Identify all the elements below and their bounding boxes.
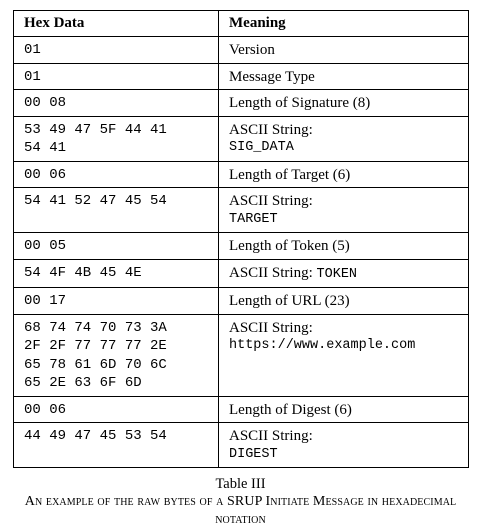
hex-bytes-line: 54 41 — [24, 140, 67, 156]
table-body: 01 Version 01 Message Type 00 08 Length of Si… — [13, 36, 469, 468]
hex-data-cell: 00 17 — [13, 287, 219, 315]
hex-bytes-line: 2F 2F 77 77 77 2E — [24, 338, 167, 354]
table-row: 53 49 47 5F 44 41 54 41 ASCII String: SIG_D… — [13, 115, 469, 162]
hex-bytes-line: 01 — [24, 42, 41, 58]
header-hex-data: Hex Data — [13, 10, 219, 37]
meaning-text: Length of Target (6) — [229, 166, 351, 183]
meaning-cell: ASCII String: https://www.example.com — [218, 313, 469, 397]
hex-data-cell: 44 49 47 45 53 54 — [13, 422, 219, 468]
hex-data-cell: 01 — [13, 62, 219, 90]
hex-bytes-line: 65 78 61 6D 70 6C — [24, 356, 167, 373]
table-row: 01 Version — [13, 36, 469, 64]
hex-bytes-line: 44 49 47 45 53 54 — [24, 428, 167, 444]
meaning-cell: Length of Token (5) — [218, 232, 469, 260]
meaning-text: ASCII String: — [229, 264, 313, 281]
header-meaning: Meaning — [218, 10, 469, 37]
table-row: 44 49 47 45 53 54 ASCII String: DIGEST — [13, 422, 469, 468]
hex-data-table: Hex Data Meaning 01 Version 01 Message Type… — [13, 10, 469, 468]
table-row: 68 74 74 70 73 3A 2F 2F 77 77 77 2E 65 78 … — [13, 313, 469, 397]
table-row: 00 05 Length of Token (5) — [13, 232, 469, 260]
hex-bytes-line: 54 41 52 47 45 54 — [24, 193, 167, 209]
hex-data-cell: 00 08 — [13, 89, 219, 117]
hex-data-cell: 53 49 47 5F 44 41 54 41 — [13, 115, 219, 162]
meaning-text: Length of Token (5) — [229, 238, 350, 254]
hex-data-cell: 00 06 — [13, 160, 219, 188]
meaning-text: ASCII String: — [229, 121, 313, 138]
hex-bytes-line: 00 06 — [24, 166, 67, 183]
ascii-value: SIG_DATA — [229, 140, 294, 155]
meaning-cell: Length of URL (23) — [218, 287, 469, 315]
hex-data-cell: 54 41 52 47 45 54 — [13, 187, 219, 233]
meaning-cell: Message Type — [218, 62, 469, 90]
hex-data-cell: 00 05 — [13, 232, 219, 260]
meaning-cell: Version — [218, 36, 469, 64]
table-row: 01 Message Type — [13, 62, 469, 90]
meaning-cell: Length of Digest (6) — [218, 395, 469, 423]
table-row: 00 17 Length of URL (23) — [13, 287, 469, 315]
hex-bytes-line: 00 17 — [24, 293, 67, 309]
meaning-cell: ASCII String: TOKEN — [218, 258, 469, 288]
table-row: 00 08 Length of Signature (8) — [13, 89, 469, 117]
meaning-cell: ASCII String: SIG_DATA — [218, 115, 469, 162]
caption-label: Table III — [215, 476, 266, 492]
ascii-value: DIGEST — [229, 446, 278, 462]
ascii-value: TARGET — [229, 211, 278, 227]
hex-bytes-line: 00 05 — [24, 238, 67, 254]
hex-bytes-line: 65 2E 63 6F 6D — [24, 375, 142, 391]
caption-text: An example of the raw bytes of a SRUP In… — [24, 494, 457, 527]
hex-bytes-line: 00 06 — [24, 401, 67, 418]
hex-bytes-line: 00 08 — [24, 95, 67, 111]
meaning-text: Length of URL (23) — [229, 293, 350, 309]
hex-bytes-line: 54 4F 4B 45 4E — [24, 264, 142, 281]
meaning-text: ASCII String: — [229, 319, 313, 336]
ascii-value: https://www.example.com — [229, 338, 416, 353]
meaning-text: Message Type — [229, 68, 315, 85]
meaning-text: Length of Digest (6) — [229, 401, 352, 418]
table-figure: Hex Data Meaning 01 Version 01 Message Type… — [13, 10, 469, 529]
meaning-text: Length of Signature (8) — [229, 95, 371, 111]
meaning-cell: Length of Signature (8) — [218, 89, 469, 117]
hex-data-cell: 68 74 74 70 73 3A 2F 2F 77 77 77 2E 65 78 … — [13, 313, 219, 397]
table-row: 00 06 Length of Digest (6) — [13, 395, 469, 423]
meaning-text: ASCII String: — [229, 428, 313, 444]
hex-data-cell: 01 — [13, 36, 219, 64]
table-row: 54 4F 4B 45 4E ASCII String: TOKEN — [13, 258, 469, 288]
meaning-cell: ASCII String: TARGET — [218, 187, 469, 233]
table-row: 54 41 52 47 45 54 ASCII String: TARGET — [13, 187, 469, 233]
table-row: 00 06 Length of Target (6) — [13, 160, 469, 188]
meaning-cell: ASCII String: DIGEST — [218, 422, 469, 468]
hex-bytes-line: 53 49 47 5F 44 41 — [24, 121, 167, 138]
hex-bytes-line: 01 — [24, 68, 41, 85]
meaning-cell: Length of Target (6) — [218, 160, 469, 188]
meaning-text: Version — [229, 42, 275, 58]
ascii-value: TOKEN — [316, 266, 358, 282]
hex-data-cell: 54 4F 4B 45 4E — [13, 258, 219, 288]
hex-bytes-line: 68 74 74 70 73 3A — [24, 319, 167, 336]
hex-data-cell: 00 06 — [13, 395, 219, 423]
table-header-row: Hex Data Meaning — [13, 10, 469, 37]
table-caption: Table III An example of the raw bytes of… — [13, 475, 468, 529]
meaning-text: ASCII String: — [229, 193, 313, 209]
